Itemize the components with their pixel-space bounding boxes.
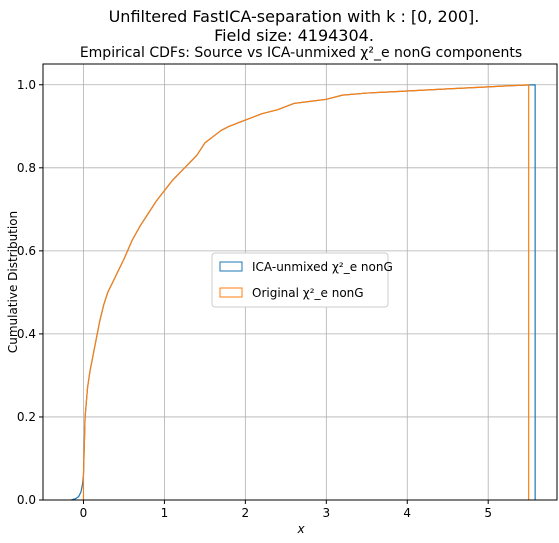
legend-box xyxy=(211,252,389,308)
y-tick-label: 1.0 xyxy=(17,78,36,92)
x-tick-label: 5 xyxy=(484,506,492,520)
legend: ICA-unmixed χ²_e nonG Original χ²_e nonG xyxy=(211,252,393,308)
y-tick-label: 0.4 xyxy=(17,327,36,341)
y-tick-label: 0.6 xyxy=(17,244,36,258)
y-axis-label: Cumulative Distribution xyxy=(6,211,20,353)
x-tick-label: 4 xyxy=(403,506,411,520)
legend-label-ica: ICA-unmixed χ²_e nonG xyxy=(252,260,393,274)
x-tick-label: 1 xyxy=(161,506,169,520)
y-tick-label: 0.8 xyxy=(17,161,36,175)
x-axis-ticks: 0 1 2 3 4 5 xyxy=(80,500,492,520)
chart-suptitle-line2: Field size: 4194304. xyxy=(214,26,374,45)
plot-frame xyxy=(42,63,558,501)
x-tick-label: 3 xyxy=(322,506,330,520)
legend-label-original: Original χ²_e nonG xyxy=(252,286,364,300)
legend-swatch-ica xyxy=(219,261,243,272)
x-tick-label: 0 xyxy=(80,506,88,520)
chart-title: Empirical CDFs: Source vs ICA-unmixed χ²… xyxy=(80,45,522,61)
legend-swatch-original xyxy=(219,287,243,298)
x-tick-label: 2 xyxy=(242,506,250,520)
series-line-original xyxy=(82,84,530,500)
y-tick-label: 0.0 xyxy=(17,493,36,507)
y-axis-ticks: 0.0 0.2 0.4 0.6 0.8 1.0 xyxy=(17,78,43,507)
y-tick-label: 0.2 xyxy=(17,410,36,424)
chart-suptitle-line1: Unfiltered FastICA-separation with k : [… xyxy=(109,7,480,26)
x-axis-label: x xyxy=(296,522,305,536)
series-lines xyxy=(71,84,536,501)
